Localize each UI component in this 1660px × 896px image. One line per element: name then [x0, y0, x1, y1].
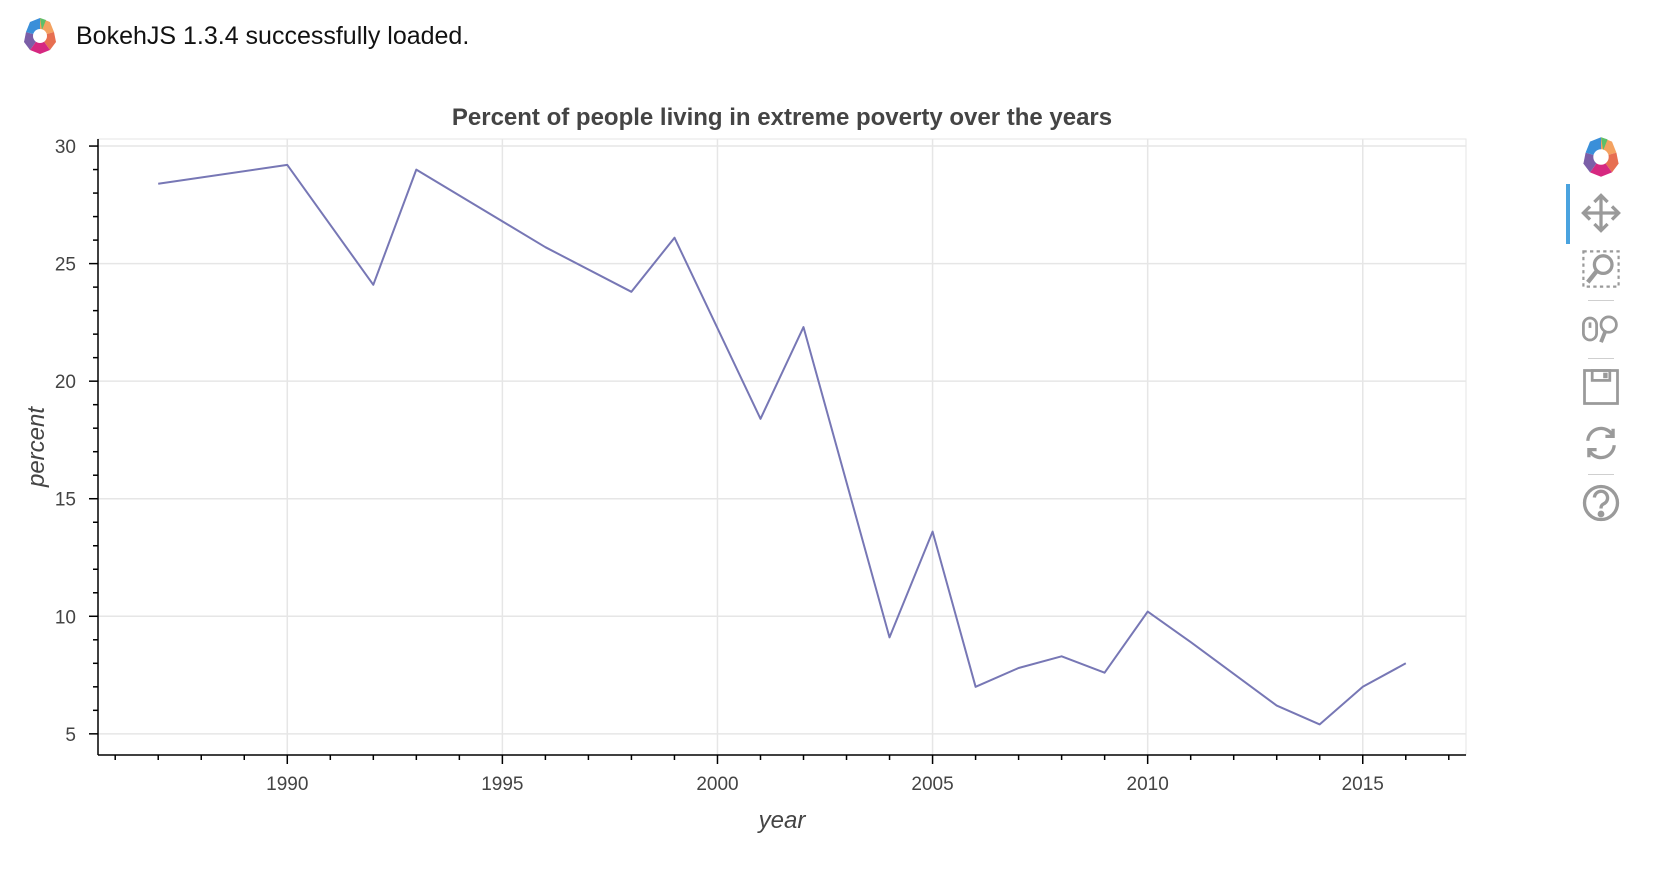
save-tool-button[interactable] [1576, 362, 1626, 412]
pan-tool-button[interactable] [1576, 188, 1626, 238]
y-tick-label: 25 [55, 255, 76, 276]
line-chart[interactable]: Percent of people living in extreme pove… [0, 0, 1560, 896]
y-axis-label: percent [23, 406, 50, 488]
chart-title: Percent of people living in extreme pove… [452, 104, 1112, 131]
x-axis-label: year [757, 807, 807, 834]
move-arrows-icon [1581, 193, 1621, 233]
bokeh-logo-icon [24, 18, 56, 54]
box-zoom-icon [1582, 250, 1620, 288]
x-tick-label: 2015 [1342, 774, 1384, 795]
y-tick-label: 20 [55, 372, 76, 393]
toolbar-divider [1588, 300, 1614, 301]
load-status-message: BokehJS 1.3.4 successfully loaded. [76, 21, 470, 50]
wheel-zoom-tool-button[interactable] [1576, 304, 1626, 354]
grid-lines [98, 139, 1466, 755]
y-tick-label: 15 [55, 490, 76, 511]
wheel-zoom-icon [1582, 315, 1618, 343]
reset-icon [1586, 426, 1616, 460]
box-zoom-tool-button[interactable] [1576, 244, 1626, 294]
active-tool-indicator [1566, 184, 1570, 244]
x-tick-label: 1990 [266, 774, 308, 795]
plot-frame [97, 138, 1467, 756]
y-tick-label: 30 [55, 137, 76, 158]
y-tick-label: 5 [65, 725, 76, 746]
x-tick-label: 2000 [696, 774, 738, 795]
x-tick-label: 2005 [911, 774, 953, 795]
x-tick-label: 2010 [1127, 774, 1169, 795]
toolbar-logo [1576, 132, 1626, 182]
bokeh-logo-icon [1583, 137, 1619, 177]
axes: 1990 1995 2000 2005 2010 2015 5 10 15 20 25 30 [55, 137, 1466, 795]
x-tick-label: 1995 [481, 774, 523, 795]
toolbar-divider [1588, 358, 1614, 359]
y-tick-label: 10 [55, 607, 76, 628]
load-status-banner: BokehJS 1.3.4 successfully loaded. [20, 14, 469, 58]
data-series [158, 163, 1407, 726]
toolbar-divider [1588, 474, 1614, 475]
help-tool-button[interactable] [1576, 478, 1626, 528]
help-icon [1582, 484, 1620, 522]
save-icon [1583, 369, 1619, 405]
series-line [158, 163, 1407, 726]
reset-tool-button[interactable] [1576, 418, 1626, 468]
